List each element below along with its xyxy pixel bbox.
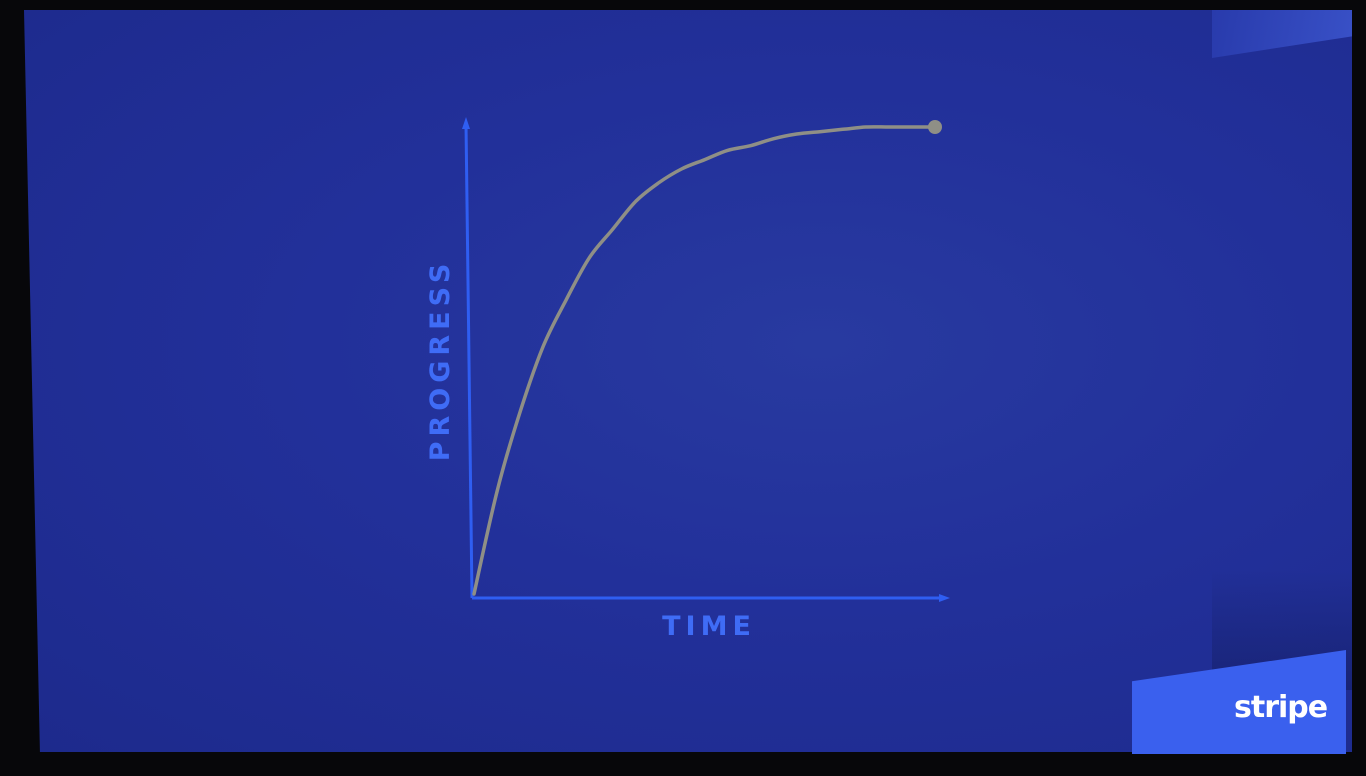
y-axis xyxy=(464,123,474,599)
y-axis-arrow xyxy=(462,117,470,129)
progress-curve-line xyxy=(472,125,937,596)
curve-end-point xyxy=(928,120,942,134)
stripe-logo: stripe xyxy=(1234,690,1328,725)
series-layer xyxy=(472,120,942,596)
y-axis-label: PROGRESS xyxy=(425,259,456,462)
x-axis-label: TIME xyxy=(662,611,756,642)
chart-axes xyxy=(462,117,950,602)
slide-screen xyxy=(24,10,1352,752)
x-axis-arrow xyxy=(939,594,950,602)
